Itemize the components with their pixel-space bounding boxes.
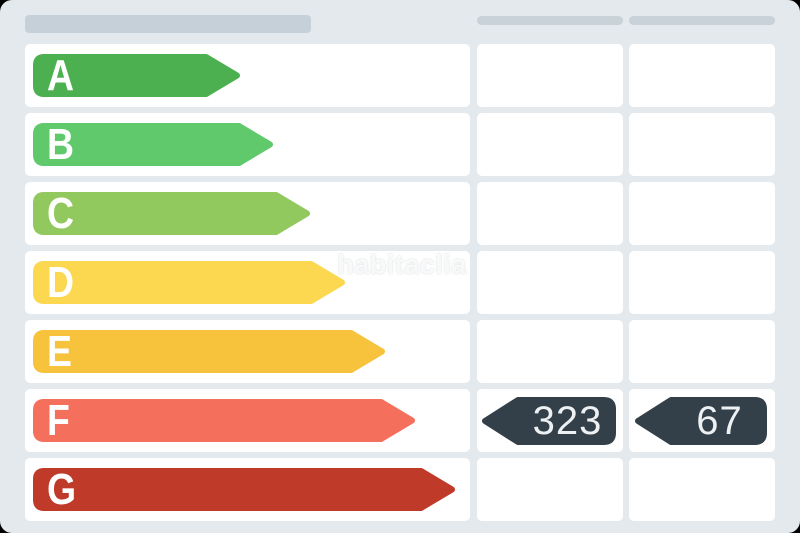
energy-bar-G: G [33, 464, 455, 514]
energy-bar-F: F [33, 395, 415, 445]
energy-bar-D: D [33, 257, 345, 307]
value-cell-E-col3 [629, 320, 775, 383]
value-badge-F-1: 323 [482, 396, 616, 445]
rating-letter-F: F [47, 395, 70, 445]
rating-cell-C: C [25, 182, 470, 245]
value-cell-A-col2 [477, 44, 623, 107]
value-text-F-1: 323 [533, 399, 603, 443]
value-text-F-2: 67 [696, 399, 743, 443]
rating-cell-F: F [25, 389, 470, 452]
energy-bar-arrow-D [33, 261, 345, 304]
energy-bar-C: C [33, 188, 310, 238]
value-cell-C-col3 [629, 182, 775, 245]
value-cell-G-col3 [629, 458, 775, 521]
rating-letter-B: B [47, 119, 75, 169]
energy-bar-A: A [33, 50, 240, 100]
value-cell-D-col3 [629, 251, 775, 314]
column2-header-placeholder [477, 16, 623, 25]
header-placeholder-bar [25, 15, 311, 33]
value-cell-C-col2 [477, 182, 623, 245]
value-cell-B-col3 [629, 113, 775, 176]
energy-bar-arrow-F [33, 399, 415, 442]
energy-bar-B: B [33, 119, 273, 169]
rating-letter-C: C [47, 188, 75, 238]
value-cell-B-col2 [477, 113, 623, 176]
rating-letter-A: A [47, 50, 75, 100]
column3-header-placeholder [629, 16, 775, 25]
rating-cell-E: E [25, 320, 470, 383]
value-cell-D-col2 [477, 251, 623, 314]
rating-letter-D: D [47, 257, 75, 307]
energy-bar-arrow-A [33, 54, 240, 97]
rating-letter-E: E [47, 326, 72, 376]
value-cell-G-col2 [477, 458, 623, 521]
rating-cell-D: D [25, 251, 470, 314]
energy-bar-arrow-E [33, 330, 385, 373]
value-badge-F-2: 67 [635, 396, 767, 445]
energy-bar-E: E [33, 326, 385, 376]
value-cell-E-col2 [477, 320, 623, 383]
rating-cell-A: A [25, 44, 470, 107]
value-cell-A-col3 [629, 44, 775, 107]
energy-bar-arrow-C [33, 192, 310, 235]
rating-cell-G: G [25, 458, 470, 521]
energy-bar-arrow-B [33, 123, 273, 166]
value-cell-F-col3: 67 [629, 389, 775, 452]
rating-letter-G: G [47, 464, 77, 514]
rating-cell-B: B [25, 113, 470, 176]
energy-bar-arrow-G [33, 468, 455, 511]
value-cell-F-col2: 323 [477, 389, 623, 452]
